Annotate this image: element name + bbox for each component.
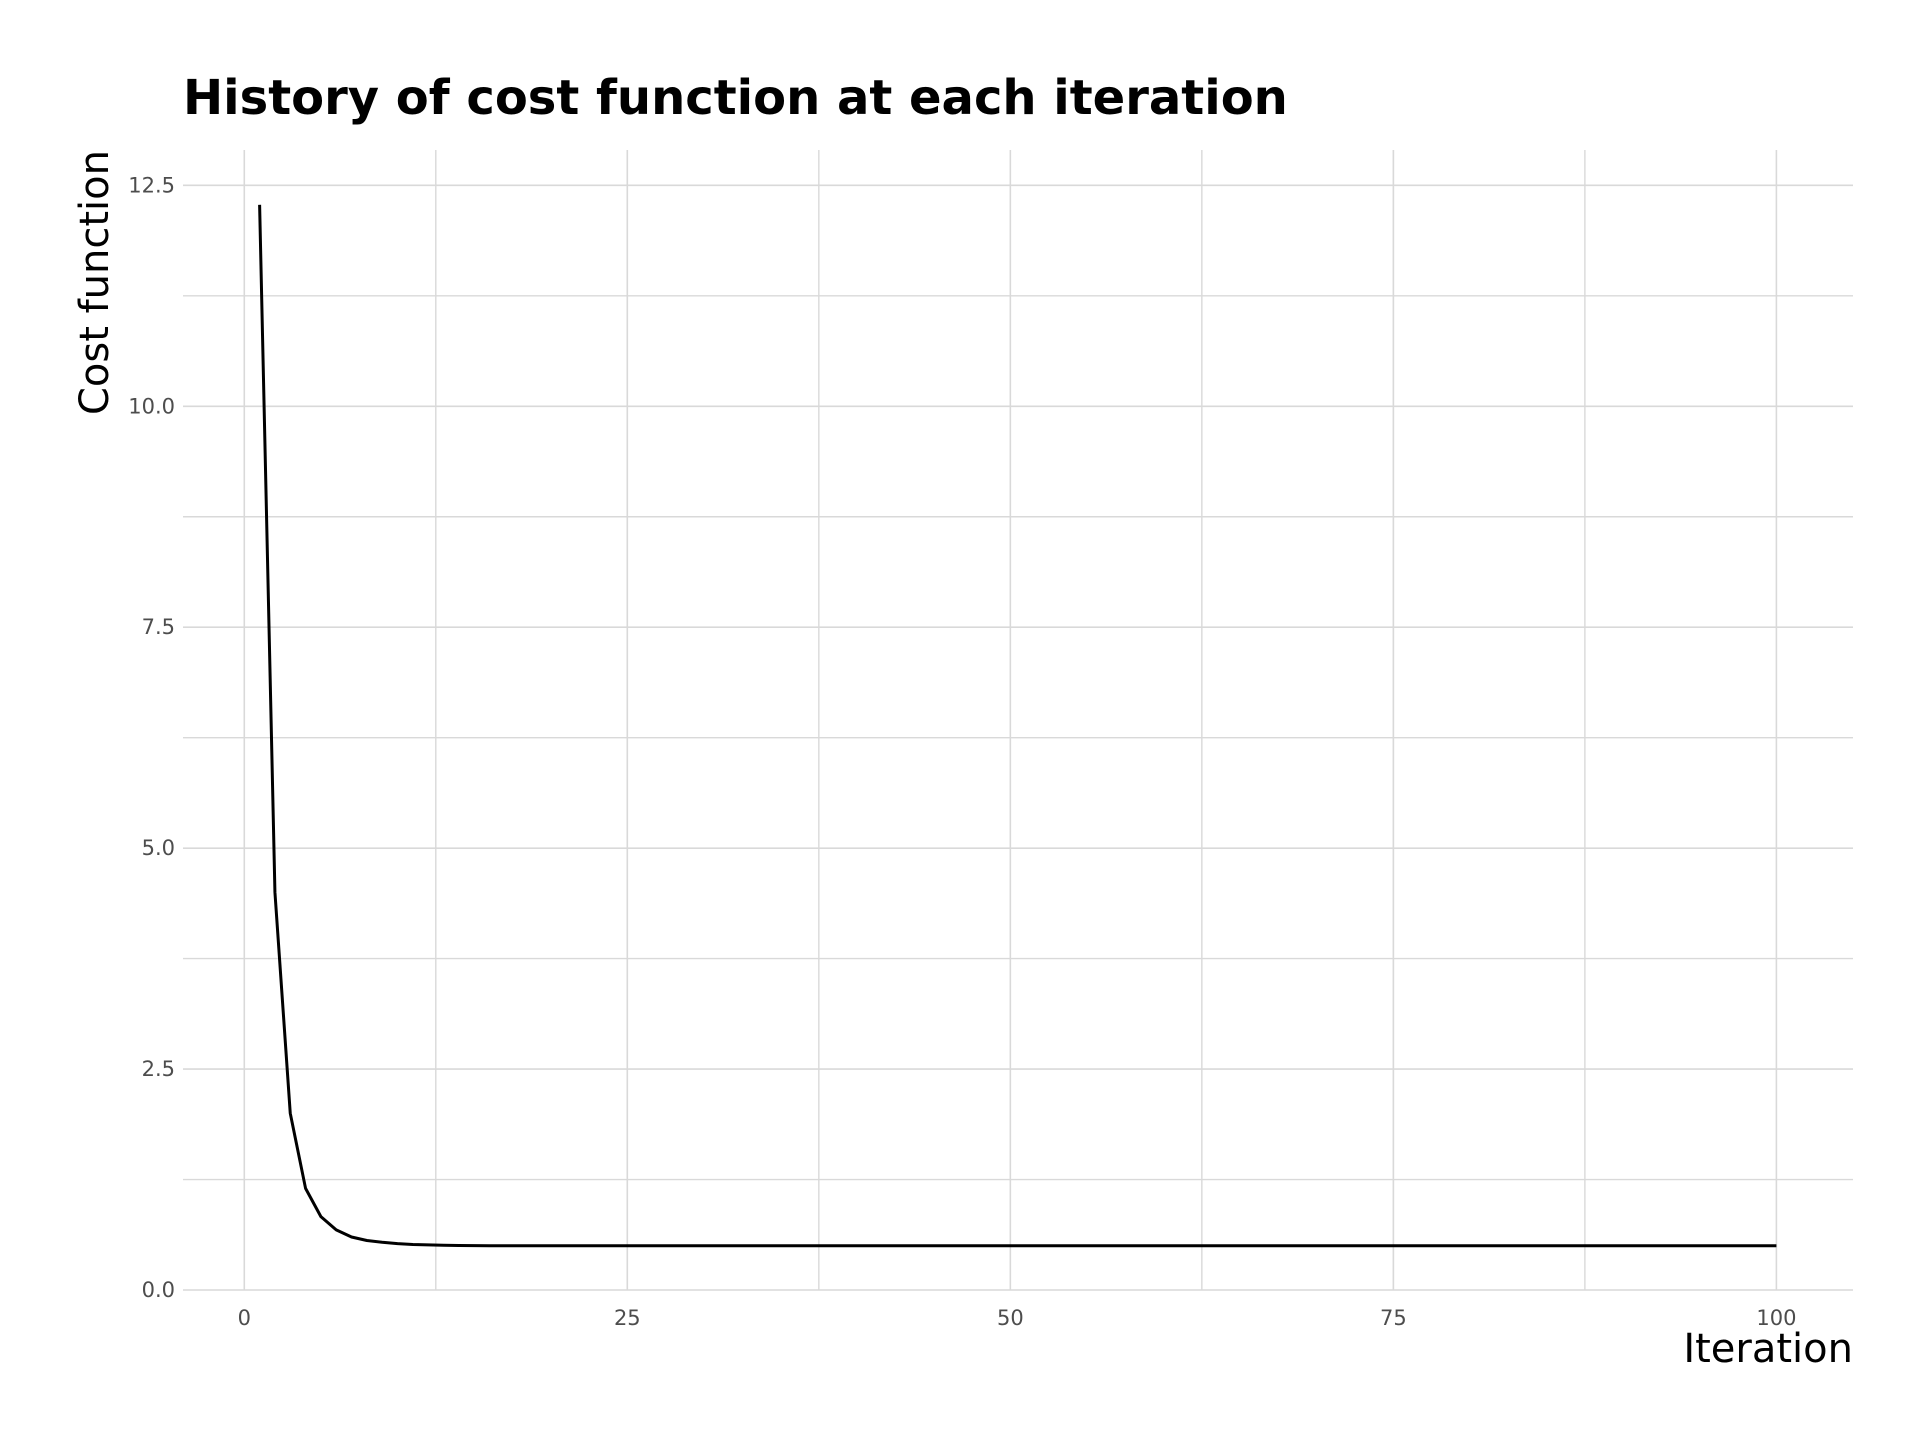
x-tick-label: 75 (1380, 1306, 1407, 1330)
x-tick-label: 25 (614, 1306, 641, 1330)
minor-gridlines (183, 150, 1853, 1290)
cost-series-line (258, 204, 1777, 1248)
y-tick-label: 0.0 (142, 1278, 175, 1302)
x-tick-label: 100 (1756, 1306, 1796, 1330)
chart-title: History of cost function at each iterati… (183, 70, 1288, 126)
y-tick-label: 12.5 (128, 173, 175, 197)
y-axis-ticks: 0.0 2.5 5.0 7.5 10.0 12.5 (128, 173, 175, 1302)
x-tick-label: 0 (238, 1306, 251, 1330)
y-tick-label: 5.0 (142, 836, 175, 860)
x-axis-title: Iteration (1683, 1326, 1853, 1372)
x-tick-label: 50 (997, 1306, 1024, 1330)
x-axis-ticks: 0 25 50 75 100 (238, 1306, 1797, 1330)
y-tick-label: 7.5 (142, 615, 175, 639)
y-tick-label: 10.0 (128, 394, 175, 418)
y-tick-label: 2.5 (142, 1057, 175, 1081)
major-gridlines (183, 150, 1853, 1291)
series-layer (258, 204, 1777, 1248)
y-axis-title: Cost function (72, 150, 118, 415)
